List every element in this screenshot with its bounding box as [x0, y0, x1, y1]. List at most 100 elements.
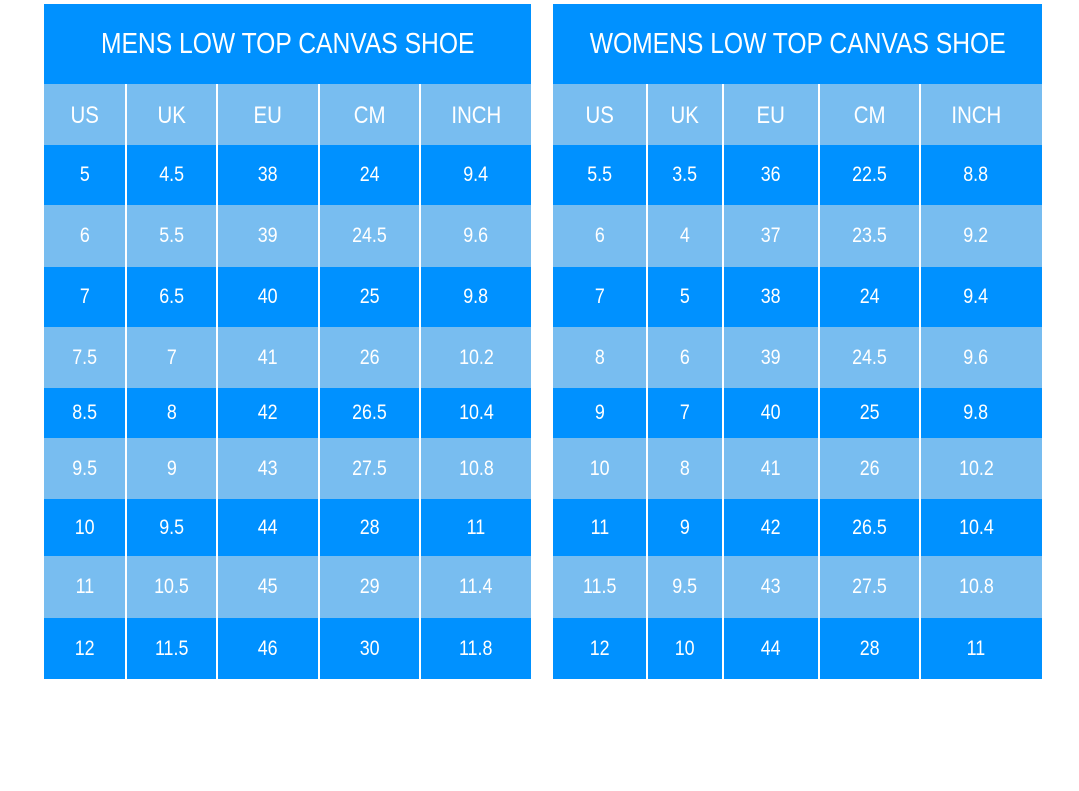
table-row: 7 5 38 24 9.4 — [553, 267, 1043, 327]
cell-value: 11 — [75, 575, 94, 598]
table-cell: 9.6 — [919, 327, 1031, 388]
cell-value: 27.5 — [852, 575, 887, 598]
table-cell: 8 — [646, 438, 722, 499]
cell-value: 8.8 — [963, 163, 989, 186]
cell-value: 5 — [79, 163, 90, 186]
table-cell: 3.5 — [646, 145, 722, 205]
cell-value: 11 — [966, 636, 986, 660]
column-header: EU — [722, 84, 818, 145]
cell-value: 10.2 — [958, 456, 994, 480]
table-cell: 9 — [646, 499, 722, 556]
cell-value: 10 — [74, 515, 95, 539]
table-cell: 7 — [553, 267, 646, 327]
cell-value: 9 — [594, 401, 605, 424]
cell-value: 8 — [594, 345, 605, 369]
table-cell: 11 — [44, 556, 125, 618]
cell-value: 9.5 — [672, 575, 698, 598]
table-cell: 9 — [125, 438, 216, 499]
table-cell: 27.5 — [318, 438, 419, 499]
cell-value: 25 — [359, 285, 380, 308]
table-row: 11.5 9.5 43 27.5 10.8 — [553, 556, 1043, 618]
cell-value: 26 — [359, 345, 380, 369]
table-row: 12 11.5 46 30 11.8 — [44, 618, 531, 679]
table-cell: 6.5 — [125, 267, 216, 327]
table-cell: 41 — [216, 327, 318, 388]
cell-value: 23.5 — [852, 224, 887, 247]
table-row: 5.5 3.5 36 22.5 8.8 — [553, 145, 1043, 205]
cell-value: 8 — [166, 401, 177, 424]
cell-value: 4.5 — [159, 163, 184, 186]
table-cell: 11.8 — [419, 618, 531, 679]
table-row: 10 9.5 44 28 11 — [44, 499, 531, 556]
cell-value: 6 — [680, 345, 690, 369]
cell-value: 9.6 — [963, 345, 989, 369]
table-cell: 39 — [216, 205, 318, 267]
table-row: 11 10.5 45 29 11.4 — [44, 556, 531, 618]
cell-value: 9.4 — [963, 285, 989, 308]
cell-value: 6 — [79, 224, 90, 247]
cell-value: 8.5 — [72, 401, 97, 424]
cell-value: 9.6 — [463, 224, 489, 247]
table-title: MENS LOW TOP CANVAS SHOE — [44, 4, 531, 84]
cell-value: 9.5 — [72, 456, 97, 480]
table-cell: 25 — [818, 388, 919, 438]
cell-value: 24 — [359, 163, 380, 186]
cell-value: 10.8 — [458, 456, 494, 480]
table-cell: 24.5 — [318, 205, 419, 267]
cell-value: 37 — [761, 224, 781, 247]
cell-value: 10.4 — [458, 401, 494, 424]
cell-value: 42 — [258, 401, 278, 424]
cell-value: 7 — [680, 401, 690, 424]
column-header-text: CM — [353, 102, 386, 129]
table-cell: 7 — [125, 327, 216, 388]
table-cell: 4 — [646, 205, 722, 267]
table-cell: 42 — [722, 499, 818, 556]
cell-value: 26.5 — [852, 515, 887, 539]
table-cell: 5 — [44, 145, 125, 205]
column-header-text: US — [70, 102, 99, 129]
table-cell: 44 — [216, 499, 318, 556]
table-cell: 5 — [646, 267, 722, 327]
table-cell: 26 — [318, 327, 419, 388]
cell-value: 11.5 — [582, 575, 617, 598]
cell-value: 7.5 — [72, 345, 97, 369]
cell-value: 38 — [761, 285, 781, 308]
table-row: 7 6.5 40 25 9.8 — [44, 267, 531, 327]
table-cell: 9.2 — [919, 205, 1031, 267]
table-cell: 43 — [216, 438, 318, 499]
header-row: US UK EU CM INCH — [553, 84, 1043, 145]
cell-value: 7 — [594, 285, 605, 308]
table-cell: 11 — [419, 499, 531, 556]
table-cell: 10 — [44, 499, 125, 556]
cell-value: 11.5 — [154, 636, 189, 660]
table-cell: 9.4 — [419, 145, 531, 205]
cell-value: 10 — [589, 456, 610, 480]
cell-value: 22.5 — [852, 163, 887, 186]
table-cell: 10.2 — [419, 327, 531, 388]
table-cell: 12 — [44, 618, 125, 679]
cell-value: 7 — [79, 285, 90, 308]
table-cell: 5.5 — [553, 145, 646, 205]
cell-value: 28 — [859, 636, 880, 660]
cell-value: 10 — [675, 636, 695, 660]
cell-value: 4 — [680, 224, 690, 247]
table-title: WOMENS LOW TOP CANVAS SHOE — [553, 4, 1043, 84]
column-header: EU — [216, 84, 318, 145]
cell-value: 43 — [761, 575, 781, 598]
cell-value: 9.5 — [159, 515, 184, 539]
table-cell: 44 — [722, 618, 818, 679]
cell-value: 40 — [761, 401, 781, 424]
column-header-text: UK — [157, 102, 186, 129]
table-cell: 24.5 — [818, 327, 919, 388]
cell-value: 40 — [258, 285, 278, 308]
table-cell: 23.5 — [818, 205, 919, 267]
table-row: 5 4.5 38 24 9.4 — [44, 145, 531, 205]
table-cell: 10.8 — [419, 438, 531, 499]
table-row: 9.5 9 43 27.5 10.8 — [44, 438, 531, 499]
table-cell: 11 — [919, 618, 1031, 679]
column-header-text: CM — [853, 102, 886, 129]
cell-value: 39 — [761, 345, 781, 369]
table-cell: 42 — [216, 388, 318, 438]
cell-value: 24.5 — [852, 345, 887, 369]
cell-value: 6.5 — [159, 285, 184, 308]
